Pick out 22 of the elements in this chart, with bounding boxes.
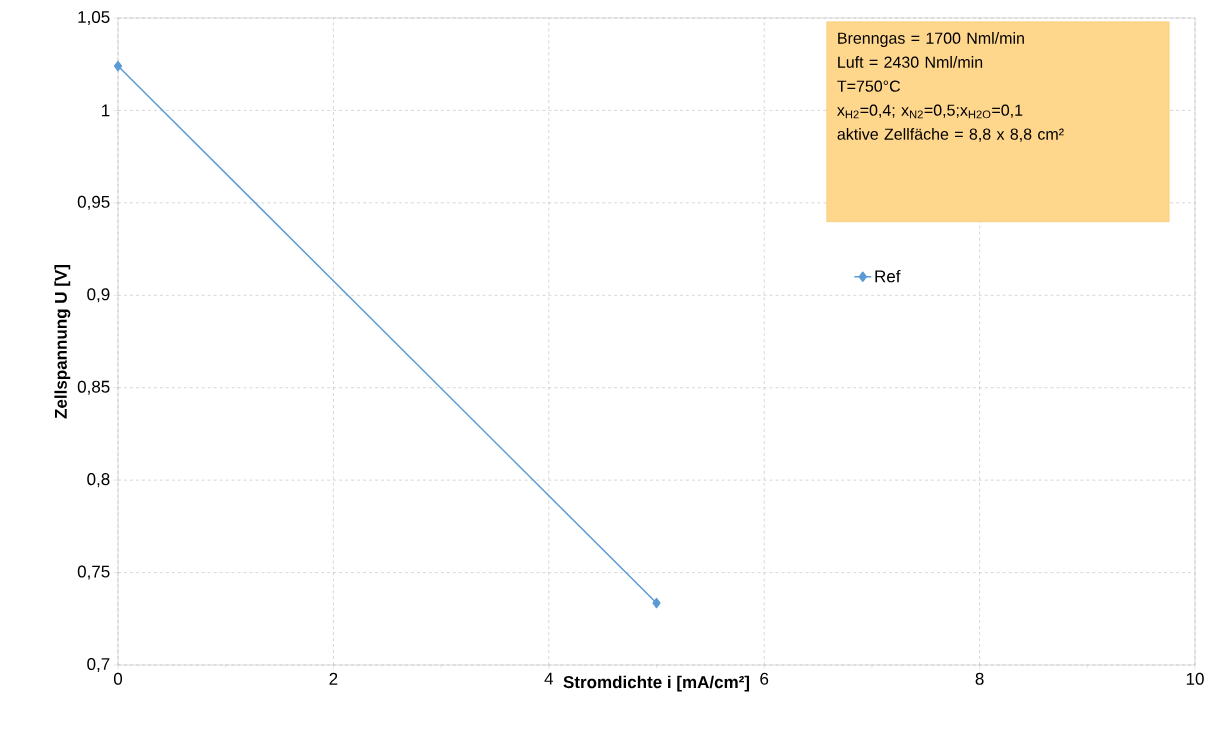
y-tick-label: 0,95 xyxy=(77,195,110,210)
x-tick-label: 4 xyxy=(544,672,554,685)
y-tick-label: 1 xyxy=(102,104,110,117)
y-tick-label: 0,8 xyxy=(87,473,110,488)
annotation: aktive Zellfäche = 8,8 x 8,8 cm² xyxy=(837,128,1064,142)
annotation: Luft = 2430 Nml/min xyxy=(838,56,983,68)
y-tick-label: 0,9 xyxy=(87,288,110,303)
annotation: T=750°C xyxy=(837,80,901,92)
x-tick-label: 8 xyxy=(975,672,984,685)
legend-label: Ref xyxy=(875,269,901,283)
annotation: x$_{H2}$=0,4; x$_{N2}$=0,5;x$_{H2O}$=0,1 xyxy=(837,104,1023,119)
y-tick-label: 0,7 xyxy=(87,657,110,673)
y-axis-title: Zellspannung U [V] xyxy=(54,265,71,419)
annotation: Brenngas = 1700 Nml/min xyxy=(838,32,1024,47)
y-tick-label: 0,85 xyxy=(77,380,110,395)
y-tick-label: 0,75 xyxy=(77,565,110,580)
x-tick-label: 2 xyxy=(329,672,338,685)
y-tick-label: 1,05 xyxy=(78,10,110,26)
x-axis-title: Stromdichte i [mA/cm²] xyxy=(563,675,750,692)
x-tick-label: 0 xyxy=(113,672,123,685)
x-tick-label: 6 xyxy=(760,672,769,685)
x-tick-label: 10 xyxy=(1186,672,1204,685)
